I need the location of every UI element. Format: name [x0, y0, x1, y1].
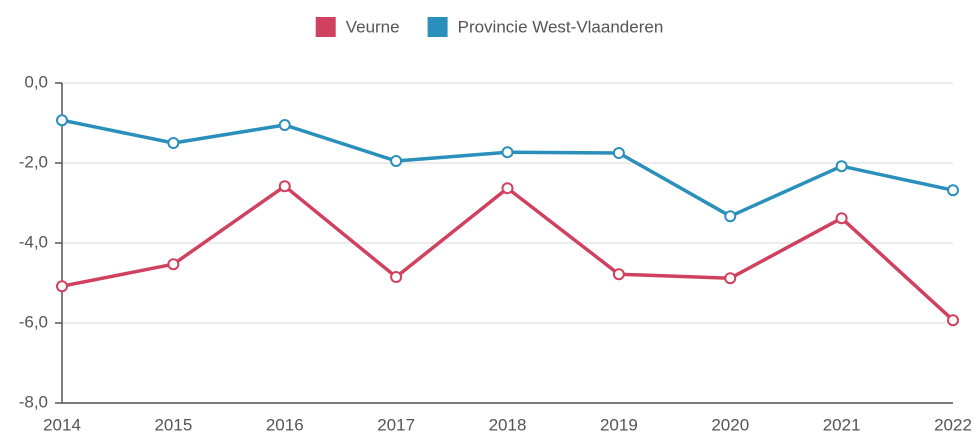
- data-point: [724, 210, 737, 223]
- legend-swatch: [427, 17, 448, 37]
- data-point: [390, 271, 403, 283]
- data-point: [56, 114, 68, 127]
- x-tick-label: 2017: [377, 415, 415, 434]
- y-tick-label: 0,0: [24, 72, 48, 91]
- x-tick-label: 2014: [43, 415, 81, 434]
- y-tick-label: -8,0: [19, 392, 48, 411]
- data-point: [724, 272, 737, 285]
- legend-swatch: [315, 17, 336, 37]
- data-point: [167, 258, 180, 271]
- series-line: [61, 184, 955, 322]
- x-tick-label: 2016: [266, 415, 304, 434]
- data-point: [612, 147, 625, 159]
- data-point: [835, 212, 848, 225]
- data-point: [167, 137, 180, 149]
- legend-label: Veurne: [346, 17, 400, 36]
- legend: Veurne Provincie West-Vlaanderen: [315, 17, 664, 37]
- data-point: [947, 184, 959, 197]
- y-tick-label: -4,0: [19, 232, 48, 251]
- x-tick-label: 2019: [600, 415, 638, 434]
- x-tick-label: 2015: [154, 415, 192, 434]
- x-tick-label: 2022: [934, 415, 972, 434]
- data-point: [278, 119, 291, 131]
- data-point: [56, 280, 68, 293]
- series-line: [61, 118, 954, 218]
- data-point: [501, 182, 514, 195]
- x-tick-label: 2018: [489, 415, 527, 434]
- legend-label: Provincie West-Vlaanderen: [458, 17, 664, 36]
- data-point: [612, 268, 625, 281]
- data-point: [947, 314, 959, 327]
- data-point: [278, 180, 291, 193]
- data-point: [501, 146, 514, 159]
- x-tick-label: 2020: [711, 415, 749, 434]
- data-point: [835, 160, 848, 173]
- y-tick-label: -2,0: [19, 152, 48, 171]
- x-tick-label: 2021: [823, 415, 861, 434]
- y-tick-label: -6,0: [19, 312, 48, 331]
- data-point: [390, 155, 403, 167]
